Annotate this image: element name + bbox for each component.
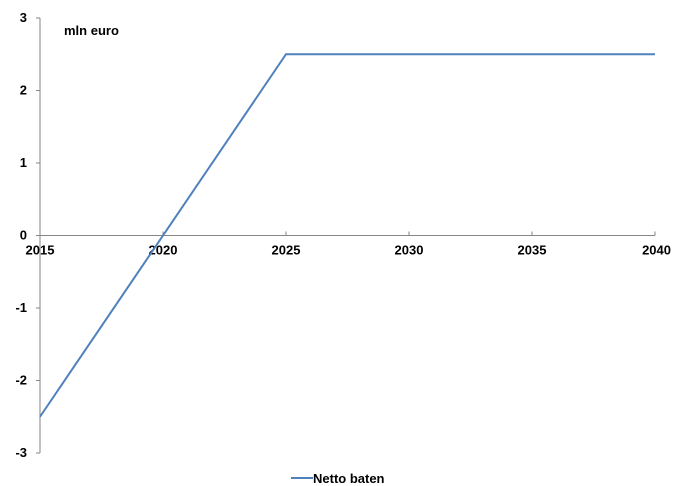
y-tick-label: 2 — [20, 83, 27, 98]
y-tick-label: 3 — [20, 10, 27, 25]
x-tick-label: 2040 — [642, 243, 671, 258]
x-tick-label: 2025 — [272, 243, 301, 258]
y-tick-label: -3 — [15, 445, 27, 460]
y-tick-label: 1 — [20, 155, 27, 170]
y-axis: 3 2 1 0 -1 -2 -3 — [15, 10, 41, 460]
x-tick-label: 2035 — [518, 243, 547, 258]
legend-label-netto-baten: Netto baten — [313, 471, 385, 486]
x-tick-label: 2030 — [395, 243, 424, 258]
y-tick-label: 0 — [20, 228, 27, 243]
legend[interactable]: Netto baten — [291, 471, 385, 486]
x-tick-label: 2015 — [26, 243, 55, 258]
series-line-netto-baten — [39, 53, 655, 418]
y-tick-label: -1 — [15, 300, 27, 315]
x-axis: 2015 2020 2025 2030 2035 2040 — [26, 231, 671, 258]
y-unit-label: mln euro — [64, 23, 119, 38]
y-tick-label: -2 — [15, 373, 27, 388]
series-layer — [39, 53, 655, 418]
